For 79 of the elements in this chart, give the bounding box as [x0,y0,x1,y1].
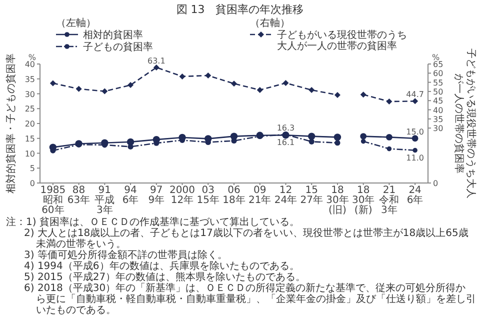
y-tick-label: 0 [30,179,35,188]
x-tick-label: 15 27年 [300,185,323,206]
point [412,135,418,142]
y2-tick-label: 65 [433,60,444,69]
x-tick-label: 12 24年 [274,185,298,206]
x-tick-label: 1985 昭和60年 [40,185,66,216]
x-tick-label: 06 18年 [222,185,246,206]
y2-tick-label: 0 [433,179,438,188]
x-tick-label: 24 6年 [406,185,424,206]
text: 注：1) 貧困率は、ＯＥＣＤの作成基準に基づいて算出している。 [6,216,300,228]
x-tick-label: 97 9年 [148,185,165,206]
x-tick-label: 94 6年 [122,185,139,206]
point [50,80,56,86]
legend-label: 子どもがいる現役世帯のうち大人が一人の世帯の貧困率 [277,29,407,52]
point [231,80,237,87]
point [308,132,316,140]
point [386,134,392,140]
point [360,92,366,98]
point [412,148,418,153]
point [334,140,340,146]
text: % [432,53,440,62]
point [153,64,160,70]
x-tick-label: 18 30年(旧) [326,185,349,216]
y2-tick-label: 50 [433,87,444,96]
data-label: 63.1 [147,56,166,66]
point [128,82,134,88]
y-tick-label: 15 [24,134,35,144]
text: 5) 2015（平成27）年の数値は、熊本県を除いたものである。 [24,271,306,283]
y2-tick-label: 45 [433,96,444,106]
point [334,92,340,98]
point [360,133,367,140]
point [76,86,82,92]
data-label: 11.0 [406,153,424,162]
point [308,86,315,93]
legend-label: 相対的貧困率 [83,29,143,41]
x-tick-label: 03 15年 [196,185,220,206]
point [386,146,392,152]
x-tick-label: 21 令和3年 [379,185,400,216]
text: （左軸） [56,17,96,29]
y2-tick-label: 30 [433,124,444,134]
y2-tick-label: 60 [433,69,444,78]
x-tick-label: 18 30年(新) [352,185,375,216]
text: 3) 等価可処分所得金額不詳の世帯員は除く。 [24,249,228,261]
chart-title: 図 13 貧困率の年次推移 [176,3,304,16]
y-tick-label: 35 [24,74,35,84]
point [386,98,392,105]
point [334,134,342,141]
y2-tick-label: 35 [433,114,444,124]
point [102,88,108,94]
y-tick-label: 40 [24,60,35,69]
data-label: 16.3 [276,124,295,133]
text: % [28,53,36,62]
point [205,72,212,79]
text: 4) 1994（平成6）年の数値は、兵庫県を除いたものである。 [24,260,300,272]
x-tick-label: 91 平成3年 [94,185,115,216]
y-axis-title: 相対的貧困率・子どもの貧困率 [5,54,17,194]
text: 2) 大人とは18歳以上の者、子どもとは17歳以下の者をいい、現役世帯とは世帯主が18歳以上65歳未満の世帯をいう。 [24,227,468,250]
x-tick-label: 2000 12年 [170,185,195,206]
y-tick-label: 30 [24,90,35,99]
legend-label: 子どもの貧困率 [83,41,153,53]
y-tick-label: 10 [24,149,35,158]
data-label: 16.1 [276,138,295,148]
y2-axis-title: 子どもがいる現役世帯のうち大人が一人の世帯の貧困率 [453,48,477,198]
text: 6) 2018（平成30）年の「新基準」は、ＯＥＣＤの所得定義の新たな基準で、従来の可処分所得から更に「自動車税・軽自動車税・自動車重量税」、「企業年金の掛金」及び「仕送り額」を差し引いたものである。 [24,282,476,316]
point [360,138,366,144]
point [282,80,289,86]
data-label: 44.7 [406,90,424,100]
point [412,98,418,104]
y2-tick-label: 55 [433,78,444,88]
data-label: 15.0 [406,127,424,136]
y-tick-label: 20 [24,120,35,128]
y2-tick-label: 40 [433,106,444,115]
y-tick-label: 5 [30,164,35,174]
x-tick-label: 88 63年 [67,185,90,206]
x-tick-label: 09 21年 [248,185,272,206]
text: （右軸） [250,17,290,29]
point [179,73,186,80]
y-tick-label: 25 [24,104,35,114]
point [256,86,263,93]
